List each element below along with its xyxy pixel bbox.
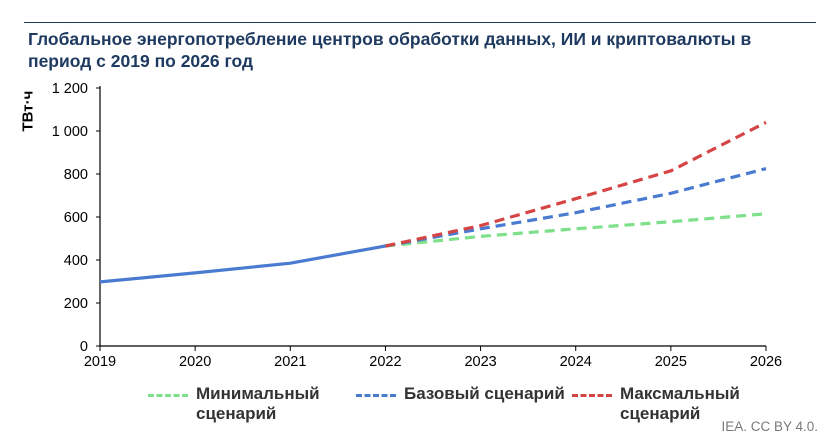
legend-swatch-max [572, 394, 612, 397]
chart-series [99, 120, 767, 284]
y-tick-label: 1 000 [52, 124, 88, 140]
legend-label-max-line2: сценарий [620, 404, 701, 423]
series-line-scenario-1 [385, 167, 767, 248]
x-tick-label: 2021 [274, 354, 306, 370]
x-tick-label: 2022 [369, 354, 401, 370]
y-tick-label: 600 [64, 210, 88, 226]
legend-label-base: Базовый сценарий [404, 384, 565, 403]
y-tick-label: 1 200 [52, 81, 88, 97]
x-tick-label: 2020 [179, 354, 211, 370]
legend-item-min: Минимальный сценарий [148, 384, 320, 424]
y-tick-label: 0 [80, 339, 88, 355]
x-tick-label: 2025 [655, 354, 687, 370]
y-tick-label: 200 [64, 296, 88, 312]
series-line-historical [99, 244, 386, 284]
legend-label-min-line2: сценарий [196, 404, 277, 423]
x-tick-label: 2024 [560, 354, 592, 370]
y-tick-label: 800 [64, 167, 88, 183]
legend-item-base: Базовый сценарий [356, 384, 565, 404]
source-credit: IEA. CC BY 4.0. [721, 419, 818, 434]
series-line-scenario-2 [385, 120, 767, 248]
y-tick-label: 400 [64, 253, 88, 269]
legend-label-min-line1: Минимальный [196, 384, 320, 403]
legend-item-max: Максмальный сценарий [572, 384, 740, 424]
legend-swatch-base [356, 394, 396, 397]
series-line-scenario-0 [385, 212, 767, 248]
x-tick-label: 2023 [464, 354, 496, 370]
legend-swatch-min [148, 394, 188, 397]
chart-axes: 0 200 400 600 800 1 000 1 200 2019 2020 2021 2022 2… [52, 81, 782, 370]
chart-title: Глобальное энергопотребление центров обр… [28, 29, 752, 71]
top-rule [24, 22, 816, 23]
x-tick-label: 2026 [750, 354, 782, 370]
legend-label-max-line1: Максмальный [620, 384, 740, 403]
x-tick-label: 2019 [84, 354, 116, 370]
